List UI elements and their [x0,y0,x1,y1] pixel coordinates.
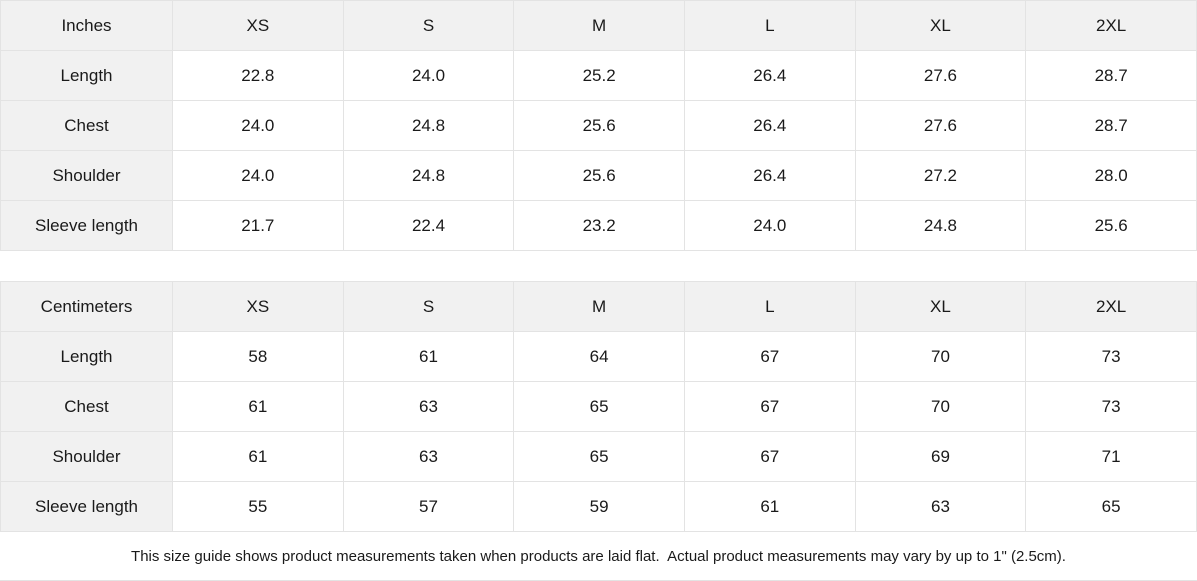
measurement-value-cell: 28.0 [1025,150,1197,201]
table-row: Shoulder 61 63 65 67 69 71 [0,431,1197,482]
measurement-value-cell: 64 [513,331,685,382]
measurement-value-cell: 26.4 [683,100,856,151]
measurement-value-cell: 67 [683,331,856,382]
measurement-value-cell: 65 [513,431,685,482]
measurement-value-cell: 26.4 [683,50,856,101]
centimeters-header-row: Centimeters XS S M L XL 2XL [0,281,1197,332]
measurement-value-cell: 63 [342,381,515,432]
measurement-value-cell: 28.7 [1025,50,1197,101]
measurement-value-cell: 73 [1025,331,1197,382]
table-row: Sleeve length 21.7 22.4 23.2 24.0 24.8 2… [0,200,1197,251]
measurement-value-cell: 24.8 [342,100,515,151]
measurement-value-cell: 25.2 [513,50,685,101]
measurement-value-cell: 24.0 [172,150,344,201]
measurement-value-cell: 22.8 [172,50,344,101]
measurement-value-cell: 24.0 [172,100,344,151]
measurement-value-cell: 70 [854,381,1027,432]
size-column-header: L [683,0,856,51]
size-guide-note: This size guide shows product measuremen… [131,547,1066,565]
measurement-value-cell: 55 [172,481,344,532]
measurement-value-cell: 57 [342,481,515,532]
centimeters-size-table: Centimeters XS S M L XL 2XL Length 58 61… [0,281,1197,532]
measurement-value-cell: 70 [854,331,1027,382]
measurement-value-cell: 63 [854,481,1027,532]
measurement-value-cell: 71 [1025,431,1197,482]
measurement-value-cell: 25.6 [1025,200,1197,251]
size-guide-note-bar: This size guide shows product measuremen… [0,532,1197,581]
measurement-value-cell: 24.0 [342,50,515,101]
table-row: Length 58 61 64 67 70 73 [0,331,1197,382]
size-column-header: XS [172,281,344,332]
inches-header-row: Inches XS S M L XL 2XL [0,0,1197,51]
size-column-header: XS [172,0,344,51]
measurement-value-cell: 24.8 [342,150,515,201]
table-row: Length 22.8 24.0 25.2 26.4 27.6 28.7 [0,50,1197,101]
measurement-label-cell: Sleeve length [0,481,173,532]
unit-header-inches: Inches [0,0,173,51]
measurement-value-cell: 21.7 [172,200,344,251]
measurement-value-cell: 59 [513,481,685,532]
unit-header-centimeters: Centimeters [0,281,173,332]
measurement-value-cell: 22.4 [342,200,515,251]
measurement-value-cell: 67 [683,431,856,482]
size-column-header: XL [854,281,1027,332]
table-row: Shoulder 24.0 24.8 25.6 26.4 27.2 28.0 [0,150,1197,201]
measurement-value-cell: 27.6 [854,50,1027,101]
measurement-value-cell: 61 [172,381,344,432]
measurement-value-cell: 63 [342,431,515,482]
measurement-value-cell: 61 [342,331,515,382]
measurement-value-cell: 65 [1025,481,1197,532]
measurement-label-cell: Shoulder [0,431,173,482]
size-column-header: 2XL [1025,281,1197,332]
size-column-header: M [513,281,685,332]
measurement-label-cell: Sleeve length [0,200,173,251]
measurement-label-cell: Length [0,331,173,382]
measurement-value-cell: 23.2 [513,200,685,251]
measurement-value-cell: 69 [854,431,1027,482]
measurement-value-cell: 27.2 [854,150,1027,201]
measurement-value-cell: 24.0 [683,200,856,251]
size-column-header: XL [854,0,1027,51]
measurement-value-cell: 24.8 [854,200,1027,251]
table-row: Chest 61 63 65 67 70 73 [0,381,1197,432]
measurement-value-cell: 58 [172,331,344,382]
measurement-value-cell: 26.4 [683,150,856,201]
inches-size-table: Inches XS S M L XL 2XL Length 22.8 24.0 … [0,0,1197,251]
measurement-value-cell: 61 [172,431,344,482]
measurement-label-cell: Chest [0,381,173,432]
table-gap-spacer [0,251,1197,281]
size-column-header: 2XL [1025,0,1197,51]
table-row: Chest 24.0 24.8 25.6 26.4 27.6 28.7 [0,100,1197,151]
measurement-value-cell: 65 [513,381,685,432]
measurement-value-cell: 61 [683,481,856,532]
table-row: Sleeve length 55 57 59 61 63 65 [0,481,1197,532]
measurement-value-cell: 25.6 [513,150,685,201]
measurement-label-cell: Chest [0,100,173,151]
measurement-value-cell: 67 [683,381,856,432]
size-column-header: M [513,0,685,51]
measurement-label-cell: Shoulder [0,150,173,201]
measurement-value-cell: 27.6 [854,100,1027,151]
measurement-value-cell: 73 [1025,381,1197,432]
size-column-header: S [342,281,515,332]
size-column-header: L [683,281,856,332]
measurement-label-cell: Length [0,50,173,101]
measurement-value-cell: 28.7 [1025,100,1197,151]
size-column-header: S [342,0,515,51]
measurement-value-cell: 25.6 [513,100,685,151]
